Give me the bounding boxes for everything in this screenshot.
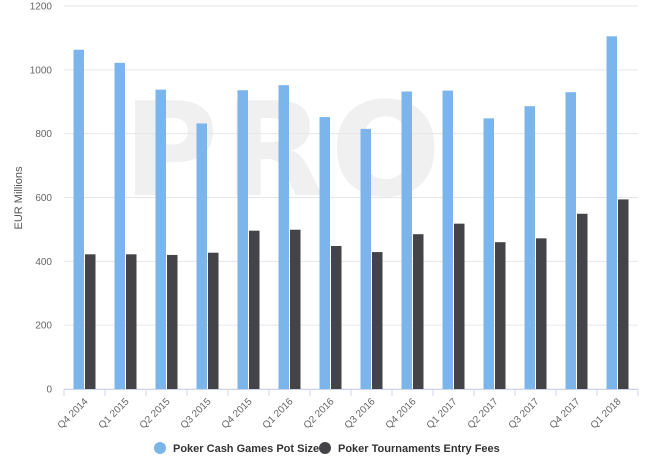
x-tick-label: Q2 2015 [138, 396, 173, 431]
x-tick-label: Q3 2016 [343, 396, 378, 431]
legend-marker [319, 442, 331, 454]
x-tick-label: Q2 2017 [466, 396, 501, 431]
bar-cash-games[interactable] [442, 90, 454, 390]
y-axis-ticks: 0 200 400 600 800 1000 1200 [30, 2, 53, 396]
bars [73, 36, 629, 390]
legend-item-label[interactable]: Poker Tournaments Entry Fees [338, 443, 500, 455]
bar-tournament-fees[interactable] [167, 254, 178, 389]
x-tick-label: Q2 2016 [302, 396, 337, 431]
y-axis-label: EUR Millions [13, 166, 25, 229]
bar-tournament-fees[interactable] [618, 199, 629, 389]
bar-tournament-fees[interactable] [85, 254, 96, 389]
bar-cash-games[interactable] [565, 92, 577, 390]
x-tick-label: Q1 2015 [97, 396, 132, 431]
gridlines [64, 5, 638, 390]
bar-cash-games[interactable] [606, 36, 618, 390]
bar-tournament-fees[interactable] [536, 238, 547, 389]
x-tick-label: Q4 2015 [220, 396, 255, 431]
bar-tournament-fees[interactable] [454, 223, 465, 389]
bar-cash-games[interactable] [401, 91, 413, 389]
bar-tournament-fees[interactable] [208, 252, 219, 389]
bar-tournament-fees[interactable] [290, 229, 301, 389]
y-tick-label: 200 [35, 321, 52, 332]
bar-tournament-fees[interactable] [495, 242, 506, 389]
bar-cash-games[interactable] [483, 118, 495, 389]
y-tick-label: 0 [46, 385, 52, 396]
bar-cash-games[interactable] [114, 62, 126, 389]
bar-cash-games[interactable] [360, 128, 372, 390]
x-tick-label: Q4 2014 [56, 396, 91, 431]
legend-item-label[interactable]: Poker Cash Games Pot Size [173, 443, 319, 455]
y-tick-label: 1000 [30, 65, 53, 76]
bar-cash-games[interactable] [155, 89, 167, 389]
y-tick-label: 600 [35, 193, 52, 204]
bar-tournament-fees[interactable] [126, 254, 137, 389]
x-tick-label: Q1 2018 [589, 396, 624, 431]
legend-marker [154, 442, 166, 454]
bar-cash-games[interactable] [237, 90, 249, 389]
bar-cash-games[interactable] [73, 49, 85, 390]
bar-tournament-fees[interactable] [413, 234, 424, 389]
bar-cash-games[interactable] [278, 85, 290, 390]
x-tick-label: Q1 2016 [261, 396, 296, 431]
x-tick-label: Q1 2017 [425, 396, 460, 431]
bar-tournament-fees[interactable] [331, 246, 342, 389]
y-tick-label: 800 [35, 129, 52, 140]
x-tick-label: Q3 2015 [179, 396, 214, 431]
bar-cash-games[interactable] [524, 106, 536, 390]
x-tick-label: Q4 2016 [384, 396, 419, 431]
bar-cash-games[interactable] [196, 123, 208, 389]
y-tick-label: 1200 [30, 2, 53, 13]
x-axis-ticks: Q4 2014 Q1 2015 Q2 2015 Q3 2015 Q4 2015 Q1 20… [56, 389, 639, 431]
bar-tournament-fees[interactable] [577, 213, 588, 389]
bar-tournament-fees[interactable] [249, 230, 260, 389]
bar-cash-games[interactable] [319, 117, 331, 389]
x-tick-label: Q4 2017 [548, 396, 583, 431]
x-tick-label: Q3 2017 [507, 396, 542, 431]
legend: Poker Cash Games Pot Size Poker Tournamen… [154, 442, 500, 455]
y-tick-label: 400 [35, 257, 52, 268]
bar-tournament-fees[interactable] [372, 252, 383, 389]
